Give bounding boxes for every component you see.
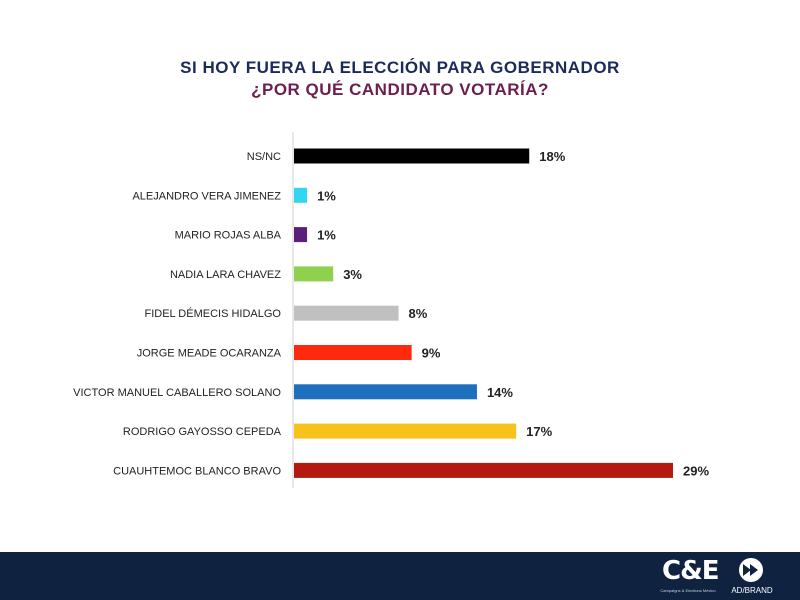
category-label: NS/NC	[247, 151, 281, 163]
data-label: 8%	[409, 306, 428, 321]
adbrand-logo-icon	[739, 558, 763, 582]
category-label: RODRIGO GAYOSSO CEPEDA	[123, 426, 282, 438]
bar	[294, 423, 517, 439]
bar	[294, 227, 308, 243]
category-label: CUAUHTEMOC BLANCO BRAVO	[113, 465, 281, 477]
bar-chart: NS/NC 18% ALEJANDRO VERA JIMENEZ 1% MARIO RO…	[73, 132, 709, 488]
bar	[294, 384, 477, 400]
data-label: 18%	[539, 149, 565, 164]
bar	[294, 345, 412, 360]
data-label: 17%	[526, 424, 552, 439]
chart-title: SI HOY FUERA LA ELECCIÓN PARA GOBERNADOR	[180, 58, 620, 77]
bar	[294, 187, 308, 203]
bar	[294, 266, 334, 282]
data-label: 1%	[317, 228, 336, 243]
data-label: 9%	[422, 346, 441, 361]
footer-bar	[0, 552, 800, 600]
category-label: ALEJANDRO VERA JIMENEZ	[132, 190, 281, 202]
ce-logo-subtitle: Campaigns & Elections México	[660, 588, 716, 593]
bar	[294, 462, 673, 478]
data-label: 3%	[343, 267, 362, 282]
category-label: FIDEL DÉMECIS HIDALGO	[144, 307, 281, 320]
chart-subtitle: ¿POR QUÉ CANDIDATO VOTARÍA?	[251, 80, 549, 99]
category-label: VICTOR MANUEL CABALLERO SOLANO	[73, 387, 281, 399]
category-label: NADIA LARA CHAVEZ	[170, 269, 281, 281]
data-label: 14%	[487, 385, 513, 400]
category-label: MARIO ROJAS ALBA	[175, 230, 282, 242]
ce-logo: C&E	[662, 556, 720, 586]
bar	[294, 148, 530, 164]
category-label: JORGE MEADE OCARANZA	[137, 348, 282, 360]
bar	[294, 305, 399, 321]
data-label: 1%	[317, 188, 336, 203]
data-label: 29%	[683, 463, 709, 478]
adbrand-logo-text: AD/BRAND	[731, 586, 773, 595]
